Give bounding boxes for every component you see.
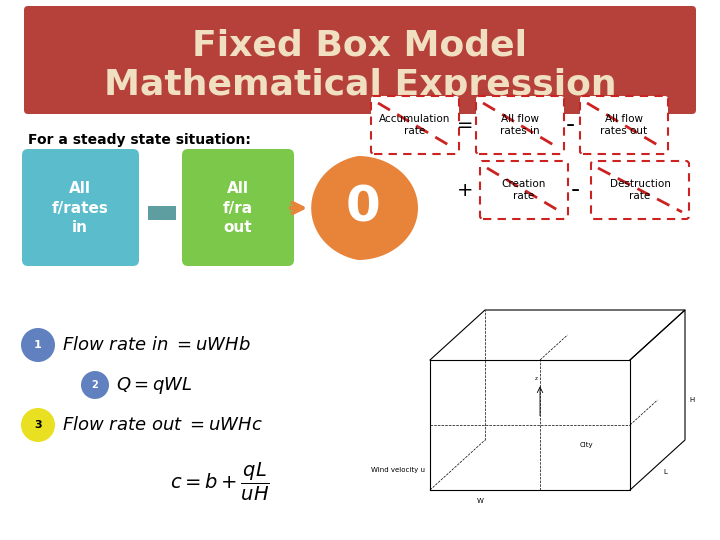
Text: -: - — [570, 178, 580, 202]
PathPatch shape — [311, 156, 418, 260]
Circle shape — [81, 371, 109, 399]
Text: -: - — [565, 113, 575, 137]
FancyBboxPatch shape — [580, 96, 668, 154]
Text: $c = b + \dfrac{qL}{uH}$: $c = b + \dfrac{qL}{uH}$ — [170, 461, 270, 503]
Text: All flow
rates in: All flow rates in — [500, 114, 540, 136]
FancyBboxPatch shape — [22, 149, 139, 266]
Text: $Q = qWL$: $Q = qWL$ — [116, 375, 192, 395]
FancyArrowPatch shape — [291, 203, 302, 213]
FancyBboxPatch shape — [182, 149, 294, 266]
Text: Flow rate out $= uWHc$: Flow rate out $= uWHc$ — [62, 416, 263, 434]
Text: H: H — [689, 397, 694, 403]
Circle shape — [21, 408, 55, 442]
Text: Mathematical Expression: Mathematical Expression — [104, 68, 616, 102]
Text: Creation
rate: Creation rate — [502, 179, 546, 201]
Text: Wind velocity u: Wind velocity u — [371, 467, 425, 473]
Text: All flow
rates out: All flow rates out — [600, 114, 647, 136]
Text: City: City — [579, 442, 593, 448]
Text: +: + — [456, 180, 473, 199]
Text: L: L — [663, 469, 667, 476]
FancyBboxPatch shape — [476, 96, 564, 154]
Circle shape — [21, 328, 55, 362]
FancyBboxPatch shape — [591, 161, 689, 219]
Text: Accumulation
rate: Accumulation rate — [379, 114, 451, 136]
Text: z: z — [535, 375, 538, 381]
Text: All
f/rates
in: All f/rates in — [52, 181, 109, 235]
Text: =: = — [456, 116, 473, 134]
Text: 0: 0 — [346, 184, 380, 232]
Text: 2: 2 — [91, 380, 99, 390]
Text: 1: 1 — [34, 340, 42, 350]
Bar — [148, 206, 176, 220]
Text: For a steady state situation:: For a steady state situation: — [28, 133, 251, 147]
Text: W: W — [477, 498, 483, 504]
FancyBboxPatch shape — [24, 6, 696, 114]
Text: All
f/ra
out: All f/ra out — [223, 181, 253, 235]
Text: Fixed Box Model: Fixed Box Model — [192, 28, 528, 62]
FancyBboxPatch shape — [480, 161, 568, 219]
Text: 3: 3 — [34, 420, 42, 430]
Text: Flow rate in $= uWHb$: Flow rate in $= uWHb$ — [62, 336, 251, 354]
Text: Destruction
rate: Destruction rate — [610, 179, 670, 201]
FancyBboxPatch shape — [371, 96, 459, 154]
